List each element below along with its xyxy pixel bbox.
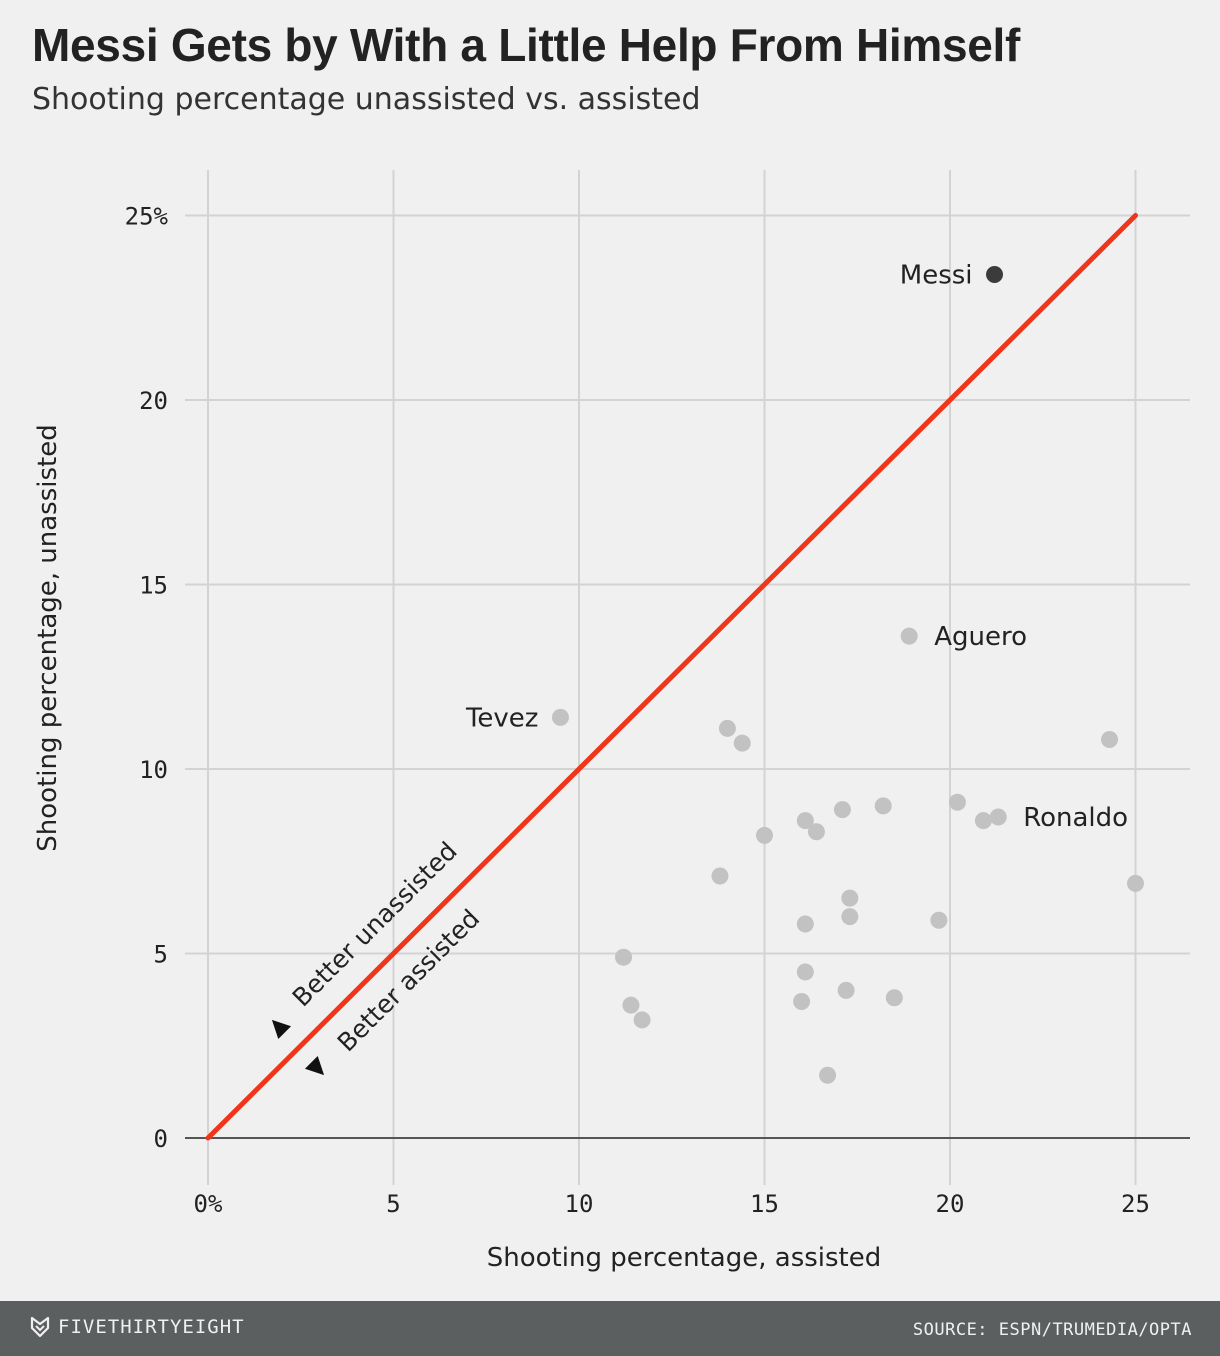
arrow-down-right-icon	[304, 1055, 325, 1076]
grid-lines	[185, 170, 1190, 1185]
point-label: Tevez	[465, 703, 539, 733]
x-tick-label: 25	[1121, 1190, 1150, 1218]
scatter-point	[622, 996, 640, 1014]
scatter-point	[841, 889, 859, 907]
scatter-point	[1101, 730, 1119, 748]
scatter-point	[756, 826, 773, 844]
x-tick-label: 20	[936, 1190, 965, 1218]
scatter-point	[796, 963, 814, 981]
chart-title: Messi Gets by With a Little Help From Hi…	[32, 19, 1021, 71]
reference-line-layer	[205, 213, 1138, 1141]
scatter-chart: 0% 5 10 15 20 25 0 5 10 15 20 25% Better unassisted…	[33, 170, 1190, 1273]
point-messi	[986, 266, 1004, 284]
scatter-point	[819, 1066, 837, 1084]
scatter-point	[837, 981, 855, 999]
y-tick-label: 5	[154, 941, 168, 969]
scatter-point	[793, 992, 811, 1010]
point-label: Ronaldo	[1023, 803, 1128, 833]
x-tick-label: 5	[386, 1190, 400, 1218]
point-ronaldo	[989, 808, 1007, 826]
y-axis-title: Shooting percentage, unassisted	[33, 424, 63, 851]
data-points: Messi Aguero Tevez Ronaldo	[465, 261, 1144, 1084]
scatter-point	[615, 948, 633, 966]
point-aguero	[900, 627, 918, 645]
scatter-point	[841, 908, 859, 926]
x-axis-title: Shooting percentage, assisted	[487, 1243, 882, 1273]
scatter-point	[974, 812, 992, 830]
x-tick-label: 15	[750, 1190, 779, 1218]
footer-bar: FIVETHIRTYEIGHT SOURCE: ESPN/TRUMEDIA/OP…	[0, 1301, 1220, 1356]
annotation-better-unassisted: Better unassisted	[287, 836, 463, 1012]
y-tick-label: 20	[139, 387, 168, 415]
scatter-point	[833, 801, 851, 819]
scatter-point	[885, 989, 903, 1007]
scatter-point	[874, 797, 892, 815]
axis-ticks: 0% 5 10 15 20 25 0 5 10 15 20 25%	[125, 203, 1150, 1219]
scatter-point	[718, 719, 736, 737]
brand: FIVETHIRTYEIGHT	[30, 1316, 245, 1338]
source-credit: SOURCE: ESPN/TRUMEDIA/OPTA	[912, 1320, 1192, 1340]
scatter-point	[807, 823, 825, 841]
x-tick-label: 10	[565, 1190, 594, 1218]
scatter-point	[796, 915, 814, 933]
x-tick-label: 0%	[194, 1190, 223, 1218]
scatter-point	[711, 867, 729, 885]
chart-subtitle: Shooting percentage unassisted vs. assis…	[32, 82, 701, 117]
point-label: Messi	[900, 261, 973, 291]
y-tick-label: 15	[139, 572, 168, 600]
arrow-up-left-icon	[271, 1019, 292, 1040]
scatter-point	[948, 793, 966, 811]
point-tevez	[551, 708, 569, 726]
brand-name: FIVETHIRTYEIGHT	[58, 1316, 245, 1338]
equality-reference-line	[205, 213, 1138, 1141]
y-tick-label: 0	[154, 1125, 168, 1153]
scatter-point	[733, 734, 751, 752]
fivethirtyeight-fox-icon	[30, 1316, 50, 1338]
y-tick-label: 10	[139, 756, 168, 784]
scatter-point	[1127, 874, 1144, 892]
scatter-point	[633, 1011, 651, 1029]
point-label: Aguero	[934, 622, 1027, 652]
y-tick-label: 25%	[125, 203, 169, 231]
scatter-point	[796, 812, 814, 830]
scatter-point	[930, 911, 948, 929]
